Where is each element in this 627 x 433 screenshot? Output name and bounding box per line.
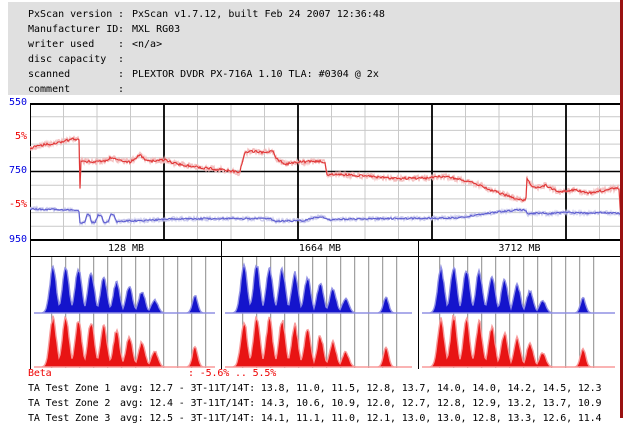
y-axis-tick: 550 xyxy=(8,97,27,108)
ta-zone-row: TA Test Zone 3 avg: 12.5 - 3T-11T/14T: 14… xyxy=(28,411,602,426)
info-label: Manufacturer ID xyxy=(28,24,119,35)
y-axis-tick: 950 xyxy=(8,234,27,245)
info-row: scanned: PLEXTOR DVDR PX-716A 1.10 TLA: #… xyxy=(28,67,379,82)
colon: : xyxy=(118,9,125,20)
info-label: comment xyxy=(28,84,71,95)
ta-zone-value: avg: 12.5 - 3T-11T/14T: 14.1, 11.1, 11.0… xyxy=(120,413,602,424)
info-label: writer used xyxy=(28,39,95,50)
ta-zone-label: TA Test Zone 3 xyxy=(28,413,111,424)
ta-zone-label: TA Test Zone 2 xyxy=(28,398,111,409)
zone-label: 128 MB xyxy=(107,243,145,254)
info-label: scanned xyxy=(28,69,71,80)
beta-value: -5.6% .. 5.5% xyxy=(199,368,277,379)
info-value: PxScan v1.7.12, built Feb 24 2007 12:36:… xyxy=(132,9,385,20)
scan-info-panel: PxScan version: PxScan v1.7.12, built Feb… xyxy=(8,2,620,95)
info-label: disc capacity xyxy=(28,54,107,65)
info-value: MXL RG03 xyxy=(132,24,181,35)
colon: : xyxy=(118,84,125,95)
info-value: <n/a> xyxy=(132,39,163,50)
zone-divider xyxy=(221,241,222,256)
zone-label: 3712 MB xyxy=(498,243,541,254)
y-axis-tick: -5% xyxy=(8,199,27,210)
colon: : xyxy=(118,24,125,35)
info-row: PxScan version: PxScan v1.7.12, built Feb… xyxy=(28,7,385,22)
beta-label: Beta xyxy=(28,368,52,379)
info-row: disc capacity: xyxy=(28,52,132,67)
info-row: comment: xyxy=(28,82,132,97)
right-border-line xyxy=(620,0,623,418)
summary-text: Beta: -5.6% .. 5.5% TA Test Zone 1 avg: 1… xyxy=(28,366,602,426)
zone-label: 1664 MB xyxy=(298,243,342,254)
ta-zone-value: avg: 12.4 - 3T-11T/14T: 14.3, 10.6, 10.9… xyxy=(120,398,602,409)
colon: : xyxy=(118,39,125,50)
colon: : xyxy=(118,69,125,80)
colon: : xyxy=(188,368,194,379)
ta-zone-value: avg: 12.7 - 3T-11T/14T: 13.8, 11.0, 11.5… xyxy=(120,383,602,394)
info-value: PLEXTOR DVDR PX-716A 1.10 TLA: #0304 @ 2… xyxy=(132,69,379,80)
y-axis-tick: 5% xyxy=(14,131,27,142)
info-row: Manufacturer ID: MXL RG03 xyxy=(28,22,180,37)
beta-ta-chart xyxy=(30,103,621,240)
info-row: writer used: <n/a> xyxy=(28,37,162,52)
ta-zone-row: TA Test Zone 1 avg: 12.7 - 3T-11T/14T: 13… xyxy=(28,381,602,396)
info-label: PxScan version xyxy=(28,9,113,20)
zone-divider xyxy=(418,241,419,256)
capacity-zone-band: 128 MB 1664 MB 3712 MB xyxy=(30,240,621,257)
beta-summary-row: Beta: -5.6% .. 5.5% xyxy=(28,366,601,381)
ta-histogram xyxy=(30,257,615,369)
ta-zone-row: TA Test Zone 2 avg: 12.4 - 3T-11T/14T: 14… xyxy=(28,396,602,411)
ta-zone-label: TA Test Zone 1 xyxy=(28,383,111,394)
y-axis-tick: 750 xyxy=(8,165,27,176)
colon: : xyxy=(118,54,125,65)
